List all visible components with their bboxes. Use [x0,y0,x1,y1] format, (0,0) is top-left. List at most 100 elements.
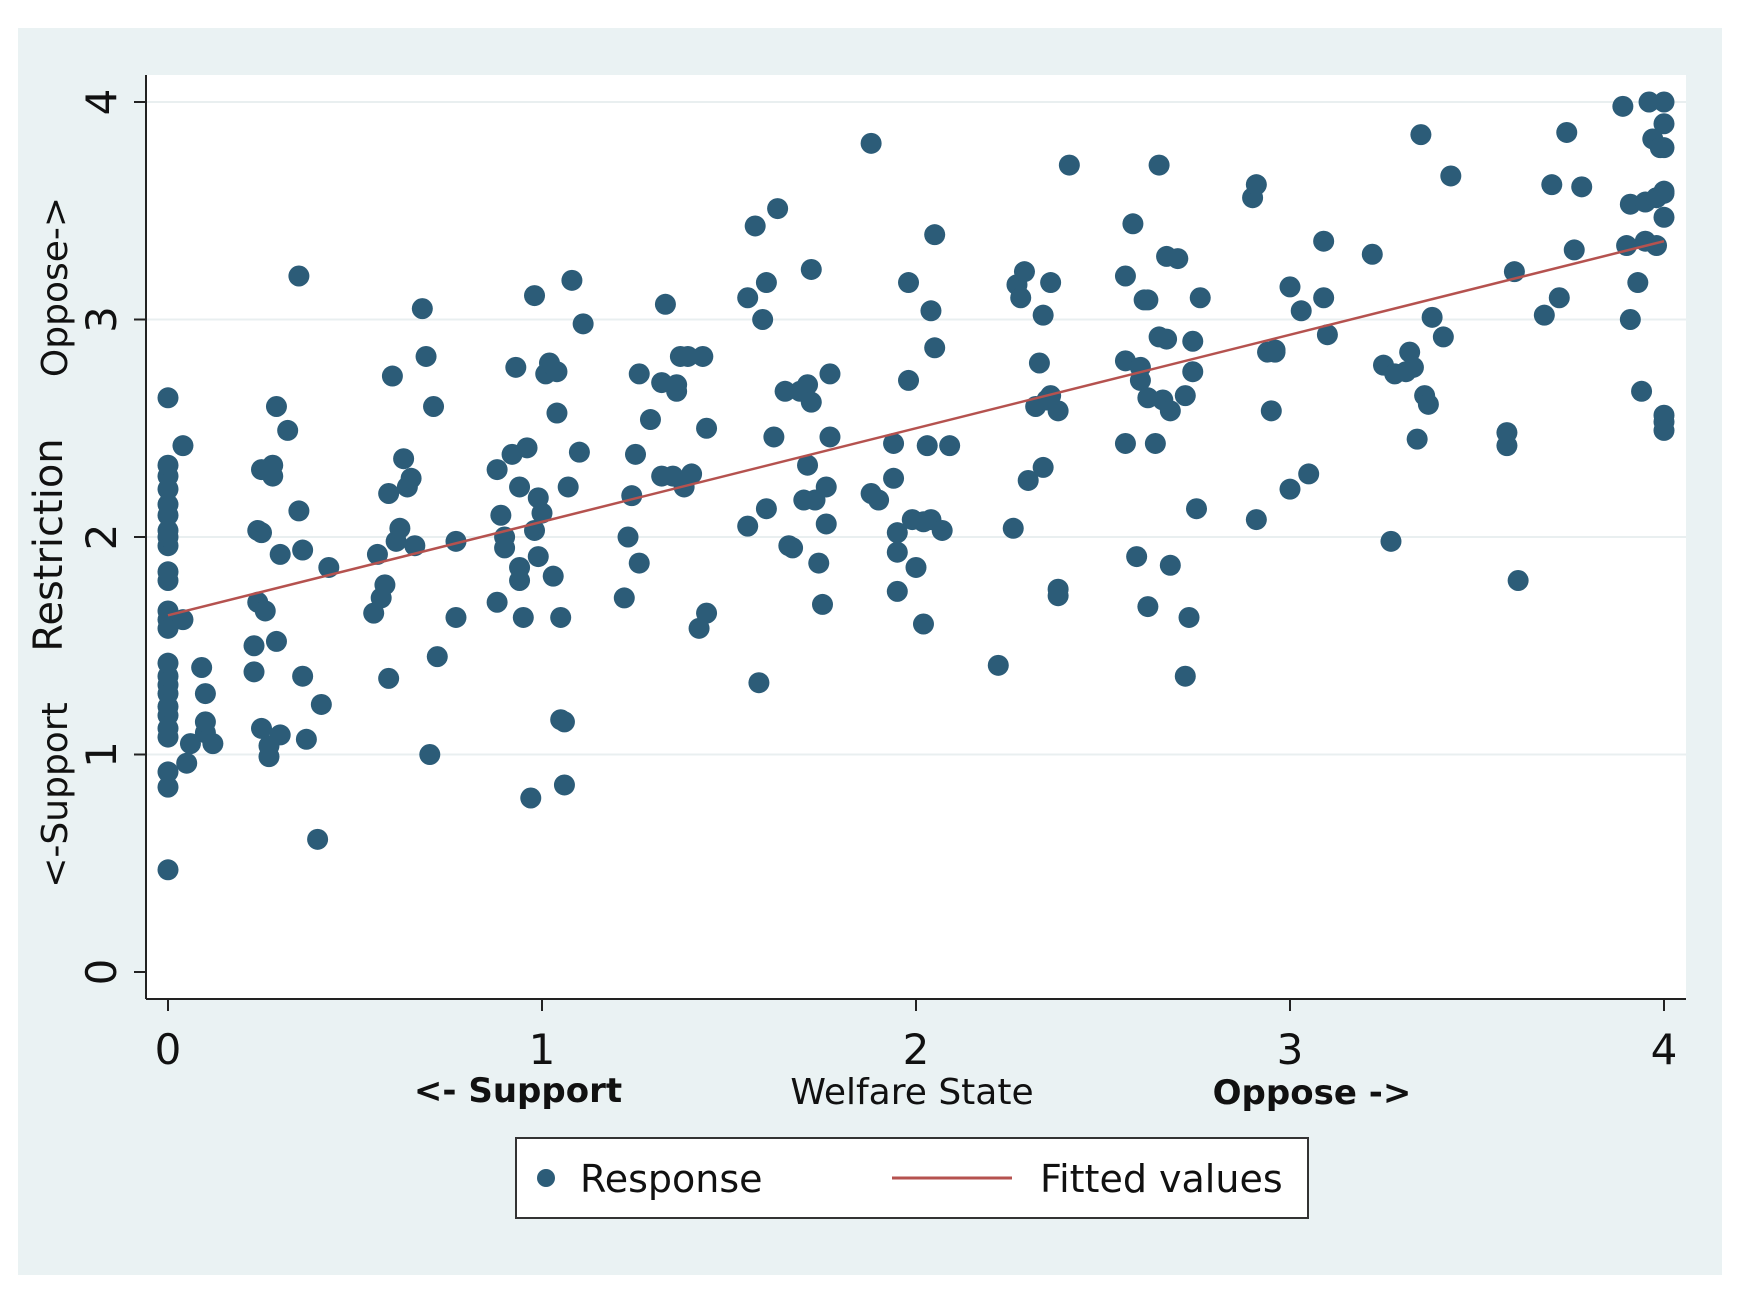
data-point [1563,239,1585,261]
data-point [157,519,179,541]
data-point [924,337,946,359]
data-point [1402,356,1424,378]
data-point [157,761,179,783]
data-point [546,402,568,424]
y-tick-label: 3 [77,306,126,333]
data-point [288,500,310,522]
data-point [1245,509,1267,531]
data-point [1032,456,1054,478]
data-point [194,711,216,733]
data-point [1279,276,1301,298]
data-point [886,522,908,544]
data-point [157,561,179,583]
x-axis-sublabel-support: <- Support [414,1071,622,1111]
data-point [898,369,920,391]
data-point [939,435,961,457]
data-point [404,535,426,557]
data-point [1148,154,1170,176]
data-point [1646,235,1668,257]
data-point [1186,498,1207,520]
data-point [819,363,841,385]
data-point [1174,385,1196,407]
data-point [553,774,575,796]
data-point [258,746,280,768]
data-point [292,665,314,687]
data-point [411,298,433,320]
data-point [527,546,549,568]
data-point [920,300,942,322]
legend-fitted-label: Fitted values [1040,1157,1283,1201]
data-point [176,752,198,774]
data-point [445,606,467,628]
data-point [1047,400,1069,422]
data-point [254,600,276,622]
data-point [1047,585,1069,607]
fitted-values-line [167,239,1665,617]
data-point [815,476,837,498]
data-point [1440,165,1462,187]
data-point [546,361,568,383]
data-point [737,287,759,309]
data-point [509,476,531,498]
y-axis-sublabel-oppose: Oppose-> [35,197,76,377]
data-point [681,463,703,485]
data-point [1548,287,1570,309]
data-point [1137,289,1159,311]
data-point [755,498,777,520]
data-point [1653,91,1675,113]
data-point [1017,469,1039,491]
data-point [202,733,224,755]
data-point [172,435,194,457]
data-point [389,517,411,539]
data-point [1245,174,1267,196]
data-point [613,587,635,609]
data-point [1507,570,1529,591]
data-point [1612,95,1634,117]
data-point [1619,309,1641,330]
data-point [561,269,583,291]
data-point [1421,306,1443,328]
data-point [251,717,272,739]
data-point [931,519,953,541]
data-point [307,828,329,850]
data-point [310,693,332,715]
data-point [886,541,908,563]
data-point [1013,261,1035,283]
data-point [808,552,830,574]
data-point [1114,265,1136,287]
data-point [157,859,179,881]
data-point [696,602,718,624]
data-point [898,272,920,294]
data-point [1182,330,1204,352]
data-point [654,293,676,315]
data-point [400,467,422,489]
data-point [557,476,579,498]
data-point [883,467,905,489]
legend-response-label: Response [580,1157,763,1201]
data-point [924,224,946,246]
legend-response-marker [537,1169,555,1187]
data-point [767,198,789,220]
data-point [295,728,317,750]
data-point [912,613,934,635]
data-point [265,630,287,652]
data-point [628,552,650,574]
data-point [423,396,445,417]
data-point [1040,272,1062,294]
data-point [243,661,265,683]
data-point [800,258,822,280]
data-point [1156,328,1178,350]
data-point [905,556,927,578]
data-point [782,537,804,559]
y-axis-title: Restriction [26,438,72,651]
data-point [1122,213,1144,235]
data-point [763,426,785,448]
x-axis-ticks: 0 1 2 3 4 [155,999,1677,1074]
data-point [381,365,403,387]
legend: Response Fitted values [515,1137,1309,1219]
data-point [797,374,819,396]
data-point [696,417,718,439]
data-point [1174,665,1196,687]
data-point [269,724,291,746]
